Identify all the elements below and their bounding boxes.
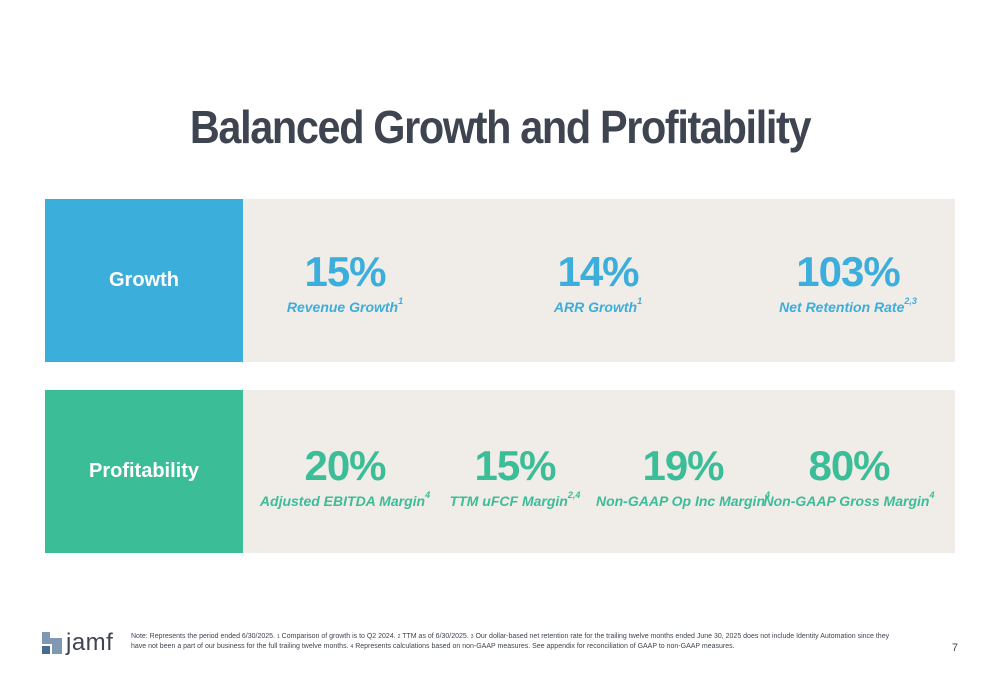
footnote-ref: 2,4 — [567, 490, 581, 500]
metric-caption: TTM uFCF Margin2,4 — [449, 490, 581, 509]
slide-title: Balanced Growth and Profitability — [189, 101, 812, 153]
growth-label: Growth — [45, 199, 243, 362]
footnote-ref: 4 — [425, 490, 431, 500]
metric-caption: Non-GAAP Gross Margin4 — [763, 490, 935, 509]
metric-caption: Non-GAAP Op Inc Margin4 — [595, 490, 771, 509]
metric-caption: Net Retention Rate2,3 — [779, 296, 917, 315]
logo-wordmark: jamf — [66, 629, 114, 656]
metric-caption: ARR Growth1 — [553, 296, 643, 315]
footnote-ref: 1 — [637, 296, 643, 306]
profitability-panel: Profitability 20% Adjusted EBITDA Margin… — [45, 390, 955, 553]
page-number: 7 — [951, 642, 958, 654]
revenue-growth-metric: 15% Revenue Growth1 — [255, 248, 435, 316]
metric-value: 15% — [474, 442, 556, 489]
net-retention-rate-metric: 103% Net Retention Rate2,3 — [758, 248, 938, 316]
footnote-ref: 4 — [765, 490, 771, 500]
metric-value: 15% — [304, 248, 386, 295]
profitability-label: Profitability — [45, 390, 243, 553]
metric-value: 14% — [557, 248, 639, 295]
ttm-ufcf-margin-metric: 15% TTM uFCF Margin2,4 — [425, 442, 605, 510]
growth-panel: Growth 15% Revenue Growth1 14% ARR Growt… — [45, 199, 955, 362]
footnote-text: Note: Represents the period ended 6/30/2… — [131, 633, 890, 650]
metric-value: 80% — [808, 442, 890, 489]
metric-caption: Revenue Growth1 — [286, 296, 404, 315]
metric-value: 19% — [642, 442, 724, 489]
footnote-ref: 4 — [929, 490, 935, 500]
adjusted-ebitda-margin-metric: 20% Adjusted EBITDA Margin4 — [255, 442, 435, 510]
non-gaap-gross-margin-metric: 80% Non-GAAP Gross Margin4 — [759, 442, 939, 510]
footnote-ref: 2,3 — [904, 296, 917, 306]
metric-caption: Adjusted EBITDA Margin4 — [259, 490, 431, 509]
arr-growth-metric: 14% ARR Growth1 — [508, 248, 688, 316]
jamf-logo: jamf — [42, 629, 113, 657]
non-gaap-op-inc-margin-metric: 19% Non-GAAP Op Inc Margin4 — [593, 442, 773, 510]
metric-value: 103% — [796, 248, 900, 295]
jamf-logo-icon — [42, 632, 62, 654]
footnote-ref: 1 — [398, 296, 404, 306]
metric-value: 20% — [304, 442, 386, 489]
